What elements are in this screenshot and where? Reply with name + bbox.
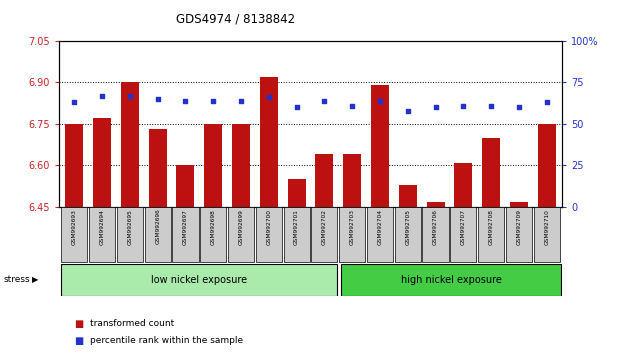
Bar	[371, 85, 389, 207]
Bar	[482, 138, 500, 207]
Text: GSM992704: GSM992704	[378, 209, 383, 245]
Bar	[89, 207, 115, 262]
Bar	[395, 207, 421, 262]
Bar	[455, 163, 473, 207]
Text: GSM992695: GSM992695	[127, 209, 132, 245]
Text: GDS4974 / 8138842: GDS4974 / 8138842	[176, 12, 296, 25]
Bar	[341, 264, 561, 296]
Bar	[315, 154, 333, 207]
Point	[319, 98, 329, 103]
Point	[347, 103, 357, 108]
Text: GSM992710: GSM992710	[544, 209, 549, 245]
Text: GSM992699: GSM992699	[238, 209, 243, 245]
Point	[153, 96, 163, 102]
Bar	[200, 207, 226, 262]
Bar	[61, 264, 337, 296]
Text: percentile rank within the sample: percentile rank within the sample	[90, 336, 243, 345]
Bar	[311, 207, 337, 262]
Text: ▶: ▶	[32, 275, 39, 284]
Bar	[61, 207, 88, 262]
Bar	[145, 207, 171, 262]
Bar	[93, 118, 111, 207]
Bar	[339, 207, 365, 262]
Point	[125, 93, 135, 98]
Bar	[343, 154, 361, 207]
Text: GSM992694: GSM992694	[99, 209, 104, 245]
Bar	[228, 207, 254, 262]
Bar	[232, 124, 250, 207]
Text: GSM992707: GSM992707	[461, 209, 466, 245]
Bar	[533, 207, 560, 262]
Point	[403, 108, 413, 113]
Bar	[121, 82, 139, 207]
Text: ■: ■	[75, 336, 84, 346]
Bar	[450, 207, 476, 262]
Bar	[538, 124, 556, 207]
Point	[70, 99, 79, 105]
Bar	[399, 185, 417, 207]
Bar	[288, 179, 306, 207]
Point	[208, 98, 218, 103]
Text: GSM992693: GSM992693	[72, 209, 77, 245]
Text: GSM992701: GSM992701	[294, 209, 299, 245]
Point	[458, 103, 468, 108]
Point	[292, 104, 302, 110]
Bar	[173, 207, 199, 262]
Point	[514, 104, 524, 110]
Text: GSM992700: GSM992700	[266, 209, 271, 245]
Bar	[478, 207, 504, 262]
Bar	[367, 207, 393, 262]
Text: GSM992703: GSM992703	[350, 209, 355, 245]
Text: GSM992698: GSM992698	[211, 209, 215, 245]
Point	[430, 104, 440, 110]
Point	[264, 95, 274, 100]
Text: GSM992702: GSM992702	[322, 209, 327, 245]
Text: ■: ■	[75, 319, 84, 329]
Bar	[117, 207, 143, 262]
Text: GSM992696: GSM992696	[155, 209, 160, 245]
Text: stress: stress	[3, 275, 30, 284]
Point	[236, 98, 246, 103]
Bar	[284, 207, 310, 262]
Bar	[65, 124, 83, 207]
Bar	[148, 130, 166, 207]
Text: GSM992705: GSM992705	[406, 209, 410, 245]
Bar	[204, 124, 222, 207]
Text: high nickel exposure: high nickel exposure	[401, 275, 502, 285]
Point	[97, 93, 107, 98]
Bar	[510, 201, 528, 207]
Text: GSM992708: GSM992708	[489, 209, 494, 245]
Bar	[422, 207, 448, 262]
Point	[181, 98, 191, 103]
Bar	[427, 201, 445, 207]
Bar	[506, 207, 532, 262]
Bar	[256, 207, 282, 262]
Bar	[260, 77, 278, 207]
Text: transformed count: transformed count	[90, 319, 175, 329]
Bar	[176, 166, 194, 207]
Point	[375, 98, 385, 103]
Point	[486, 103, 496, 108]
Text: low nickel exposure: low nickel exposure	[152, 275, 247, 285]
Text: GSM992706: GSM992706	[433, 209, 438, 245]
Text: GSM992709: GSM992709	[517, 209, 522, 245]
Point	[542, 99, 551, 105]
Text: GSM992697: GSM992697	[183, 209, 188, 245]
